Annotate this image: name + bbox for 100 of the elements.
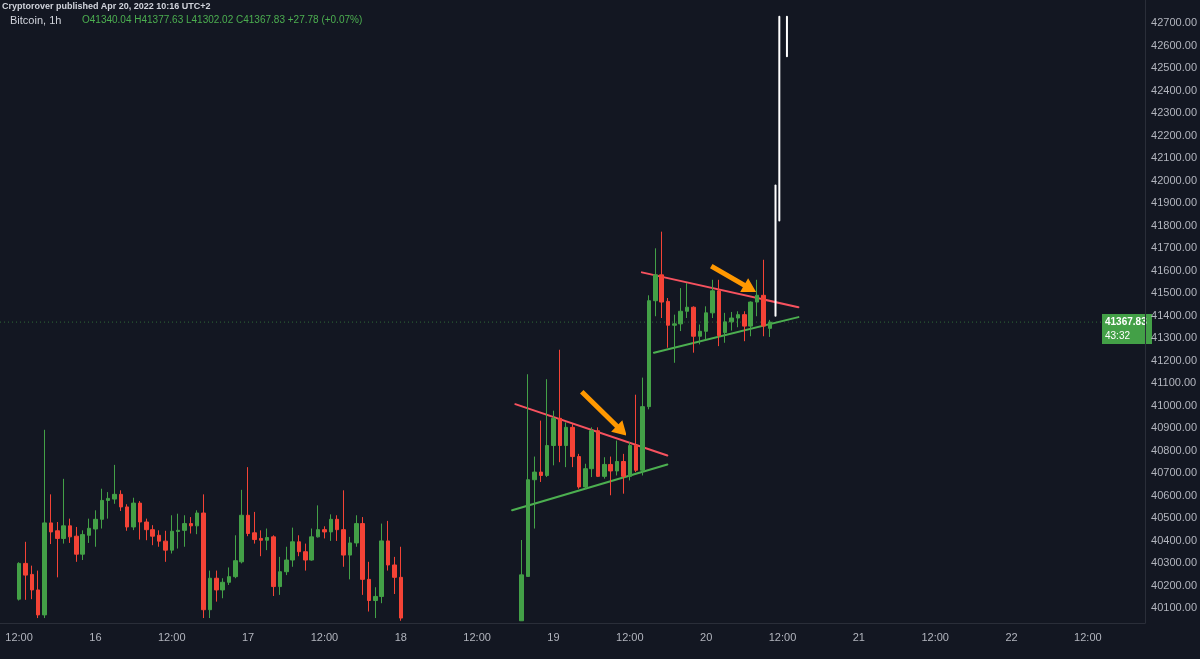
candlestick [386, 520, 390, 572]
y-tick-label: 41200.00 [1151, 353, 1198, 366]
x-tick-label: 18 [394, 630, 407, 643]
candlestick [176, 513, 180, 550]
candlestick [602, 456, 607, 480]
y-tick-label: 40600.00 [1151, 488, 1198, 501]
candlestick [539, 420, 543, 483]
y-tick-label: 41900.00 [1151, 196, 1198, 209]
candlestick [608, 456, 613, 496]
x-tick-label: 12:00 [310, 630, 339, 643]
text: Bitcoin, 1h [10, 13, 62, 26]
candlestick [265, 528, 269, 551]
x-tick-label: 12:00 [921, 630, 949, 643]
candlestick [119, 489, 123, 512]
candlestick [278, 556, 282, 596]
candlestick [227, 566, 231, 586]
x-tick-label: 12:00 [768, 630, 797, 643]
candlestick [138, 500, 142, 541]
candlestick [100, 488, 104, 530]
candlestick [259, 529, 263, 557]
candlestick [106, 491, 110, 520]
candlestick [42, 429, 47, 619]
candlestick [545, 378, 549, 478]
candlestick [748, 300, 753, 337]
candlestick [309, 528, 314, 562]
candlestick [526, 373, 530, 577]
candlestick [30, 565, 34, 600]
x-tick-label: 20 [700, 630, 713, 643]
candlestick [316, 504, 320, 539]
x-tick-label: 16 [89, 630, 102, 643]
candlestick [36, 570, 40, 619]
y-tick-label: 42500.00 [1151, 61, 1198, 74]
candlestick [335, 514, 339, 542]
annotation: Cryptorover published Apr 20, 2022 10:16 UTC+2 [2, 0, 211, 11]
candlestick [329, 513, 333, 542]
candlestick [112, 464, 117, 505]
candlestick [532, 456, 537, 530]
candlestick [723, 312, 727, 344]
candlestick [666, 297, 670, 349]
candlestick [729, 311, 734, 332]
x-tick-label: 12:00 [1074, 630, 1102, 643]
candlestick [628, 441, 632, 481]
candlestick [157, 529, 161, 548]
candlestick [271, 534, 276, 597]
candlestick [182, 514, 187, 548]
candlestick [577, 453, 581, 490]
candlestick [214, 570, 219, 603]
candlestick [220, 577, 225, 599]
y-tick-label: 41100.00 [1151, 376, 1197, 389]
x-tick-label: 21 [852, 630, 865, 643]
candlestick [659, 231, 664, 319]
candlestick [195, 509, 199, 535]
candlestick [392, 556, 397, 595]
y-tick-label: 40100.00 [1151, 601, 1198, 614]
candlestick [125, 503, 129, 532]
candlestick [23, 541, 28, 601]
y-tick-label: 41000.00 [1151, 398, 1198, 411]
x-tick-label: 17 [241, 630, 255, 643]
x-tick-label: 12:00 [463, 630, 491, 643]
candlestick [704, 305, 708, 340]
candlestick [519, 539, 524, 622]
candlestick [710, 279, 715, 319]
annotation: O41340.04 H41377.63 L41302.02 C41367.83 +27.78 (+0.07%) [82, 13, 363, 25]
x-tick-label: 12:00 [5, 630, 33, 643]
candlestick [68, 518, 72, 544]
candlestick [647, 294, 651, 410]
candlestick [698, 324, 702, 345]
candlestick [761, 259, 766, 337]
y-tick-label: 42200.00 [1151, 128, 1198, 141]
candlestick [570, 423, 575, 468]
candlestick [49, 493, 53, 545]
y-tick-label: 42100.00 [1151, 151, 1198, 164]
y-tick-label: 41700.00 [1151, 241, 1198, 254]
candlestick [640, 377, 645, 476]
x-tick-label: 19 [547, 630, 560, 643]
candlestick [252, 511, 257, 545]
candlestick [93, 509, 98, 548]
candlestick [653, 247, 658, 317]
candlestick [348, 536, 352, 580]
y-tick-label: 40200.00 [1151, 578, 1198, 591]
y-tick-label: 40500.00 [1151, 511, 1198, 524]
candlestick [551, 410, 556, 466]
candlestick [163, 530, 168, 563]
candlestick [61, 478, 66, 545]
candlestick [208, 570, 212, 619]
y-tick-label: 41800.00 [1151, 218, 1198, 231]
candlestick [322, 525, 327, 539]
candlestick [367, 561, 371, 613]
candlestick [303, 543, 308, 572]
candlestick [297, 534, 301, 557]
candlestick [189, 516, 193, 534]
candlestick [80, 529, 85, 561]
candlestick [768, 319, 772, 338]
candlestick [634, 394, 638, 473]
y-tick-label: 41600.00 [1151, 263, 1198, 276]
candlestick [755, 279, 759, 317]
candlestick [341, 489, 346, 568]
candlestick [201, 493, 206, 619]
y-tick-label: 42400.00 [1151, 83, 1198, 96]
candlestick [691, 305, 696, 354]
